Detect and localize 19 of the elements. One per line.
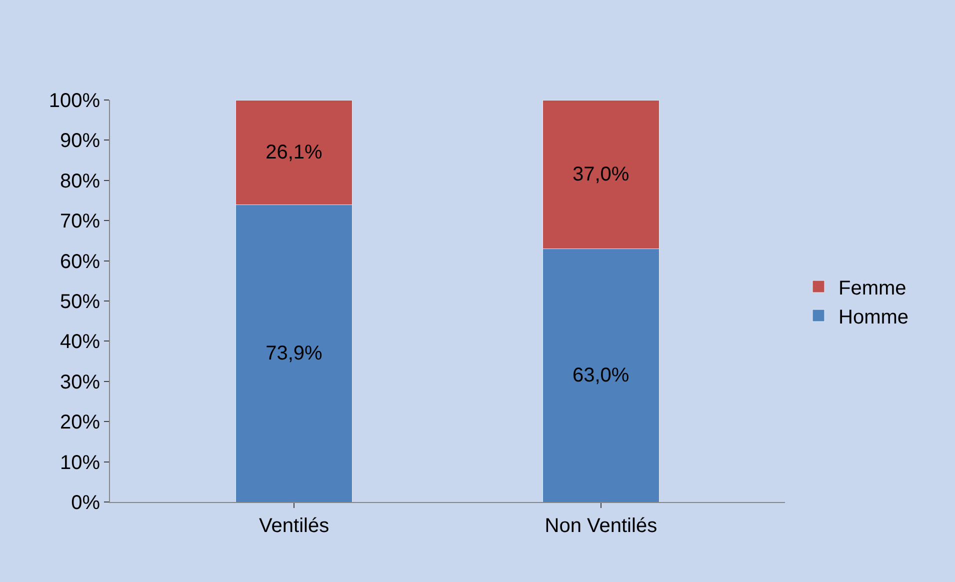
data-label: 26,1% [266,141,323,164]
y-tick-label: 40% [60,331,100,354]
y-tick-label: 30% [60,371,100,394]
y-tick-label: 90% [60,130,100,152]
x-tick-label: Ventilés [259,515,330,537]
y-tick-label: 80% [60,170,100,192]
legend-label: Femme [838,277,906,300]
y-tick-label: 60% [60,250,100,273]
y-tick-label: 50% [60,291,100,313]
data-label: 37,0% [572,163,630,186]
y-tick-label: 70% [60,210,100,233]
y-tick-label: 20% [60,412,100,434]
data-label: 73,9% [266,342,323,364]
y-tick-label: 10% [60,452,100,474]
x-tick-label: Non Ventilés [544,515,658,537]
y-tick-label: 0% [71,492,100,514]
legend-label: Homme [838,306,909,328]
data-label: 63,0% [572,364,630,386]
y-tick-label: 100% [48,90,100,112]
